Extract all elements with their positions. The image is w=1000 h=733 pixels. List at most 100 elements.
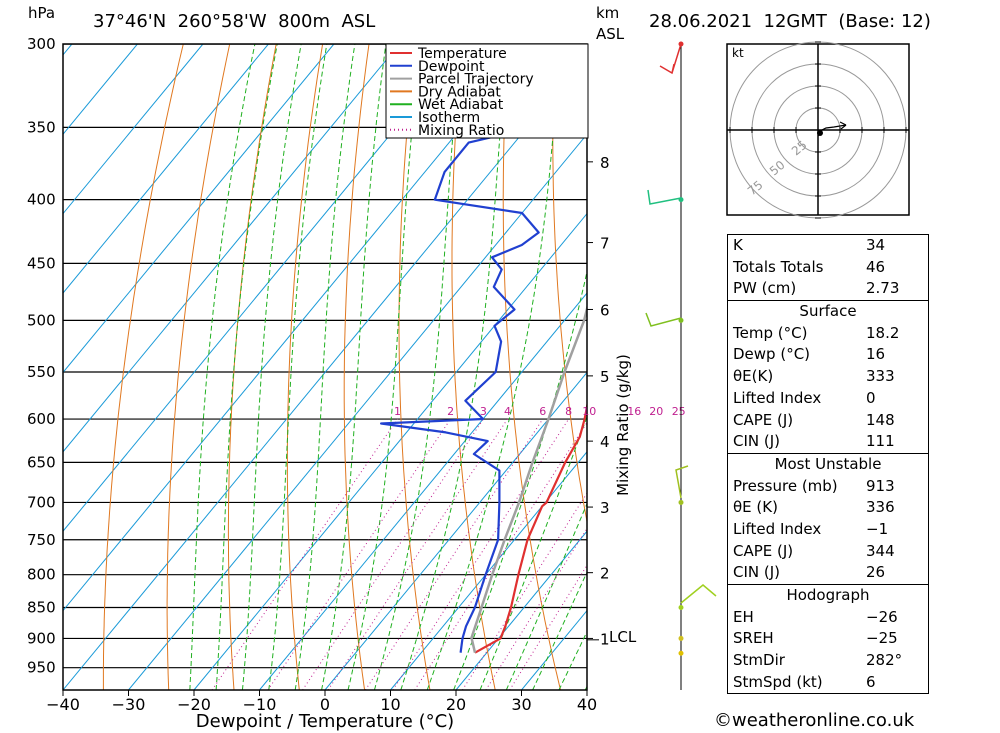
dry-adiabat-line	[343, 44, 370, 690]
pressure-tick-label: 600	[27, 410, 56, 428]
indices-table: K 34 Totals Totals 46 PW (cm) 2.73 Surface Te…	[727, 234, 929, 695]
surface-row: Lifted Index 0	[728, 388, 928, 410]
surface-value: 333	[866, 367, 895, 386]
most-unstable-label: CIN (J)	[733, 563, 781, 582]
index-value: 2.73	[866, 279, 900, 298]
mixing-ratio-line	[414, 421, 587, 690]
pressure-tick-label: 500	[27, 311, 56, 329]
mixing-ratio-label: 25	[672, 405, 686, 418]
surface-label: CAPE (J)	[733, 410, 794, 429]
hodograph-row: StmSpd (kt) 6	[728, 672, 928, 694]
mixing-ratio-label: 6	[539, 405, 546, 418]
dry-adiabat-line	[451, 44, 496, 690]
wet-adiabat-line	[321, 44, 387, 690]
surface-row: CIN (J) 111	[728, 431, 928, 453]
wind-level-dot	[678, 605, 684, 611]
x-tick-label: −20	[177, 695, 211, 714]
km-tick-label: 8	[600, 154, 610, 172]
pressure-tick-label: 450	[27, 254, 56, 272]
hodograph-arrow-icon	[839, 121, 847, 130]
dry-adiabat-line	[102, 44, 184, 690]
isotherm-line	[63, 44, 466, 532]
surface-label: θE(K)	[733, 367, 774, 386]
km-tick-label: 1	[600, 630, 610, 648]
hodograph-row: SREH −25	[728, 628, 928, 650]
surface-value: 111	[866, 432, 895, 451]
lcl-label: LCL	[609, 628, 637, 646]
surface-row: Temp (°C) 18.2	[728, 323, 928, 345]
km-tick-label: 2	[600, 565, 610, 583]
index-label: Totals Totals	[733, 257, 824, 276]
x-tick-label: 10	[380, 695, 400, 714]
mixing-ratio-line	[364, 418, 544, 690]
isotherm-line	[63, 44, 531, 612]
surface-label: CIN (J)	[733, 432, 781, 451]
hodograph-label: EH	[733, 607, 754, 626]
hodograph-title: Hodograph	[728, 584, 928, 607]
surface-value: 18.2	[866, 323, 900, 342]
legend-box	[385, 43, 589, 139]
most-unstable-row: θE (K) 336	[728, 497, 928, 519]
isotherm-line	[390, 451, 587, 690]
wet-adiabat-line	[532, 570, 587, 690]
wet-adiabat-line	[294, 44, 356, 690]
temperature-line	[474, 401, 587, 654]
isotherm-line	[455, 530, 587, 690]
legend-label: Parcel Trajectory	[418, 72, 534, 88]
km-axis-unit: km	[596, 4, 620, 22]
x-tick-label: −40	[46, 695, 80, 714]
hodograph-row: EH −26	[728, 607, 928, 629]
pressure-tick-label: 650	[27, 453, 56, 471]
isotherm-line	[259, 292, 587, 690]
isotherm-line	[63, 54, 587, 690]
isotherm-line	[128, 133, 587, 690]
isotherm-line	[63, 44, 204, 215]
surface-label: Lifted Index	[733, 388, 822, 407]
dry-adiabat-line	[973, 44, 1000, 690]
index-row: K 34	[728, 235, 928, 257]
mixing-ratio-label: 2	[447, 405, 454, 418]
pressure-tick-label: 300	[27, 35, 56, 53]
wet-adiabat-line	[505, 502, 587, 690]
parcel-trajectory-line	[470, 303, 587, 653]
km-tick-label: 7	[600, 235, 610, 253]
wind-level-dot	[678, 499, 684, 505]
dry-adiabat-line	[398, 44, 431, 690]
mixing-ratio-label: 4	[504, 405, 511, 418]
km-tick-label: 6	[600, 301, 610, 319]
mixing-ratio-line	[267, 418, 452, 690]
x-tick-label: 0	[320, 695, 330, 714]
surface-row: CAPE (J) 148	[728, 410, 928, 432]
most-unstable-row: Lifted Index −1	[728, 519, 928, 541]
pressure-axis-unit: hPa	[28, 4, 56, 22]
dry-adiabat-line	[552, 44, 587, 525]
surface-row: Dewp (°C) 16	[728, 344, 928, 366]
wet-adiabat-line	[347, 44, 422, 690]
surface-label: Dewp (°C)	[733, 345, 811, 364]
mixing-ratio-line	[392, 418, 570, 690]
isotherm-line	[63, 44, 269, 294]
surface-label: Temp (°C)	[733, 323, 808, 342]
isotherm-line	[63, 44, 138, 136]
km-tick-label: 3	[600, 499, 610, 517]
most-unstable-label: Lifted Index	[733, 519, 822, 538]
legend-label: Temperature	[417, 46, 507, 62]
most-unstable-row: Pressure (mb) 913	[728, 476, 928, 498]
mixing-ratio-label: 10	[582, 405, 596, 418]
km-tick-label: 5	[600, 368, 610, 386]
x-tick-label: −10	[243, 695, 277, 714]
mixing-ratio-label: 1	[394, 405, 401, 418]
chart-datetime: 28.06.2021 12GMT (Base: 12)	[649, 11, 931, 32]
index-row: PW (cm) 2.73	[728, 278, 928, 300]
x-tick-label: 20	[446, 695, 466, 714]
surface-title: Surface	[728, 300, 928, 323]
most-unstable-label: CAPE (J)	[733, 541, 794, 560]
footer-credit[interactable]: ©weatheronline.co.uk	[714, 710, 915, 731]
hodograph-label: StmSpd (kt)	[733, 672, 823, 691]
legend-label: Dewpoint	[418, 59, 485, 75]
storm-motion-marker	[817, 130, 823, 136]
hodograph-row: StmDir 282°	[728, 650, 928, 672]
mixing-ratio-label: 8	[565, 405, 572, 418]
wet-adiabat-line	[189, 44, 256, 690]
